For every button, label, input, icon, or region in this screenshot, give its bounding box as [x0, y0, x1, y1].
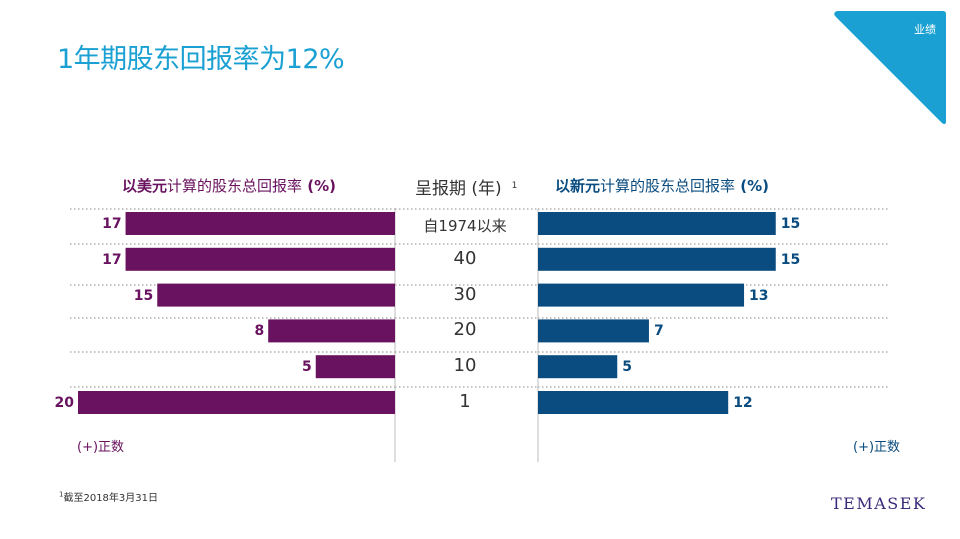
sgd-bar [538, 283, 745, 307]
sgd-header-unit: (%) [735, 177, 769, 195]
usd-bar [125, 247, 396, 271]
sgd-value-label: 7 [653, 323, 664, 340]
sgd-value-label: 13 [749, 287, 769, 304]
sgd-value-label: 15 [780, 216, 801, 232]
usd-bar [268, 319, 395, 343]
sgd-bar [538, 247, 776, 271]
sgd-bar [538, 391, 729, 414]
usd-header-currency: 以美元 [122, 177, 168, 195]
period-header-text: 呈报期 (年) [415, 179, 502, 199]
usd-legend: (+)正数 [77, 440, 125, 455]
footnote: 1截至2018年3月31日 [59, 489, 158, 504]
usd-value-label: 17 [102, 216, 122, 232]
period-header: 呈报期 (年) 1 [415, 174, 517, 199]
usd-value-label: 8 [254, 323, 265, 340]
usd-bar [78, 391, 395, 414]
sgd-legend: (+)正数 [853, 440, 901, 455]
usd-value-label: 17 [102, 251, 122, 268]
period-label: 10 [453, 355, 477, 377]
sgd-value-label: 12 [733, 395, 753, 411]
usd-value-label: 5 [302, 359, 312, 376]
footnote-marker: 1 [59, 490, 64, 499]
temasek-logo: TEMASEK [831, 494, 927, 513]
section-tag: 业绩 [914, 23, 936, 36]
sgd-header-text: 计算的股东总回报率 [600, 177, 736, 195]
footnote-text: 截至2018年3月31日 [63, 493, 159, 504]
sgd-header: 以新元计算的股东总回报率 (%) [555, 175, 769, 196]
usd-header-unit: (%) [302, 177, 336, 195]
period-label: 1 [459, 391, 471, 412]
period-header-footnote-marker: 1 [511, 181, 518, 191]
usd-value-label: 20 [54, 395, 74, 411]
sgd-value-label: 5 [622, 359, 632, 376]
sgd-value-label: 15 [780, 251, 801, 268]
usd-bar [125, 212, 396, 235]
sgd-bar [538, 355, 618, 379]
usd-header: 以美元计算的股东总回报率 (%) [122, 175, 336, 196]
corner-triangle [834, 11, 946, 125]
usd-bar [157, 283, 395, 307]
sgd-bar [538, 319, 649, 343]
page-title: 1年期股东回报率为12% [57, 44, 345, 75]
usd-header-text: 计算的股东总回报率 [167, 177, 303, 195]
period-label: 30 [453, 283, 477, 305]
sgd-bar [538, 212, 776, 235]
period-label: 40 [453, 247, 477, 269]
usd-value-label: 15 [133, 287, 154, 304]
period-label: 20 [453, 319, 477, 341]
period-label: 自1974以来 [423, 217, 507, 235]
sgd-header-currency: 以新元 [555, 177, 601, 195]
usd-bar [315, 355, 395, 379]
